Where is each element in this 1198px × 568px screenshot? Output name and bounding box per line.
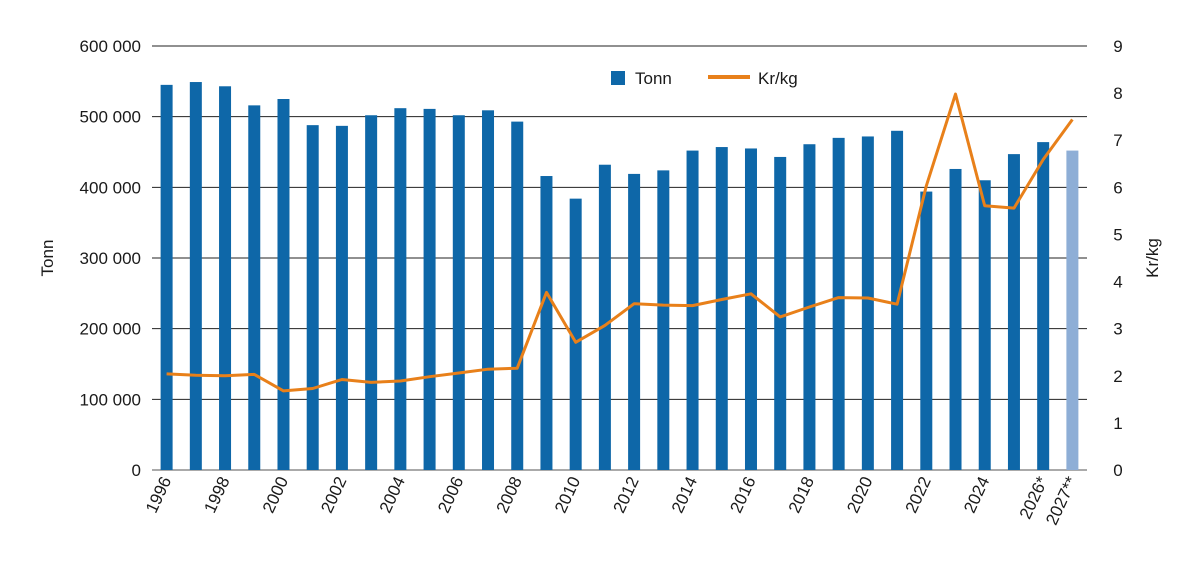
y-tick-label-right: 6 bbox=[1113, 178, 1122, 197]
y-tick-label-right: 0 bbox=[1113, 461, 1122, 480]
x-tick-label: 2008 bbox=[493, 474, 526, 516]
y-tick-label-right: 8 bbox=[1113, 84, 1122, 103]
x-tick-label: 1998 bbox=[200, 474, 233, 516]
x-tick-label: 2002 bbox=[317, 474, 350, 516]
gridlines bbox=[152, 45, 1087, 471]
legend-swatch-tonn bbox=[611, 71, 625, 85]
bar bbox=[365, 115, 378, 471]
x-tick-label: 1996 bbox=[142, 474, 175, 516]
y-axis-title-right: Kr/kg bbox=[1143, 238, 1162, 278]
legend-label-tonn: Tonn bbox=[635, 69, 672, 88]
x-tick-label: 2010 bbox=[551, 474, 584, 516]
y-tick-label-right: 2 bbox=[1113, 367, 1122, 386]
bar bbox=[482, 110, 495, 470]
legend-label-krkg: Kr/kg bbox=[758, 69, 798, 88]
y-tick-label-left: 500 000 bbox=[80, 108, 141, 127]
y-tick-label-right: 7 bbox=[1113, 131, 1122, 150]
bar bbox=[452, 115, 465, 471]
x-tick-label: 2016 bbox=[726, 474, 759, 516]
bar bbox=[394, 108, 407, 470]
bar bbox=[715, 147, 728, 470]
bar bbox=[248, 105, 261, 471]
bar bbox=[744, 148, 757, 470]
bar bbox=[540, 176, 553, 470]
bar-series bbox=[160, 82, 1079, 471]
y-tick-label-left: 600 000 bbox=[80, 37, 141, 56]
y-tick-label-right: 4 bbox=[1113, 273, 1122, 292]
bar bbox=[219, 86, 232, 470]
y-axis-title-left: Tonn bbox=[38, 240, 57, 277]
y-tick-label-right: 3 bbox=[1113, 320, 1122, 339]
y-tick-label-right: 1 bbox=[1113, 414, 1122, 433]
bar bbox=[978, 180, 991, 470]
y-tick-label-left: 300 000 bbox=[80, 249, 141, 268]
bar bbox=[335, 125, 348, 470]
line-series bbox=[166, 92, 1074, 393]
bar bbox=[423, 108, 436, 470]
bar bbox=[189, 82, 202, 470]
x-tick-label: 2000 bbox=[259, 474, 292, 516]
bar bbox=[686, 150, 699, 470]
bar bbox=[628, 173, 641, 470]
bar bbox=[657, 170, 670, 470]
bar bbox=[569, 198, 582, 470]
bar bbox=[511, 121, 524, 470]
bar bbox=[949, 168, 962, 470]
x-tick-label: 2018 bbox=[785, 474, 818, 516]
bar bbox=[598, 164, 611, 470]
x-tick-label: 2006 bbox=[434, 474, 467, 516]
bar bbox=[160, 84, 173, 470]
y-tick-label-left: 0 bbox=[132, 461, 141, 480]
y-tick-label-right: 5 bbox=[1113, 225, 1122, 244]
x-axis-ticks: 1996 1998 2000 2002 2004 2006 2008 2010 2012 2014… bbox=[142, 473, 1081, 528]
left-axis-ticks: 0 100 000 200 000 300 000 400 000 500 000 600 … bbox=[80, 37, 141, 480]
bar bbox=[1037, 142, 1050, 470]
y-tick-label-right: 9 bbox=[1113, 37, 1122, 56]
x-tick-label: 2020 bbox=[843, 474, 876, 516]
bar bbox=[1007, 154, 1020, 470]
y-tick-label-left: 400 000 bbox=[80, 178, 141, 197]
x-tick-label: 2022 bbox=[902, 474, 935, 516]
x-tick-label: 2004 bbox=[376, 474, 409, 516]
line-kr-kg bbox=[166, 92, 1074, 393]
y-tick-label-left: 200 000 bbox=[80, 320, 141, 339]
x-tick-label: 2014 bbox=[668, 474, 701, 516]
bar bbox=[774, 156, 787, 471]
x-tick-label: 2024 bbox=[960, 474, 993, 516]
bar bbox=[1066, 150, 1079, 470]
x-tick-label: 2012 bbox=[610, 474, 643, 516]
bar bbox=[306, 125, 319, 470]
bar bbox=[277, 99, 290, 470]
bar bbox=[920, 191, 933, 470]
bar bbox=[861, 136, 874, 470]
right-axis-ticks: 0 1 2 3 4 5 6 7 8 9 bbox=[1113, 37, 1122, 480]
legend: Tonn Kr/kg bbox=[611, 69, 798, 88]
y-tick-label-left: 100 000 bbox=[80, 390, 141, 409]
bar bbox=[832, 137, 845, 470]
